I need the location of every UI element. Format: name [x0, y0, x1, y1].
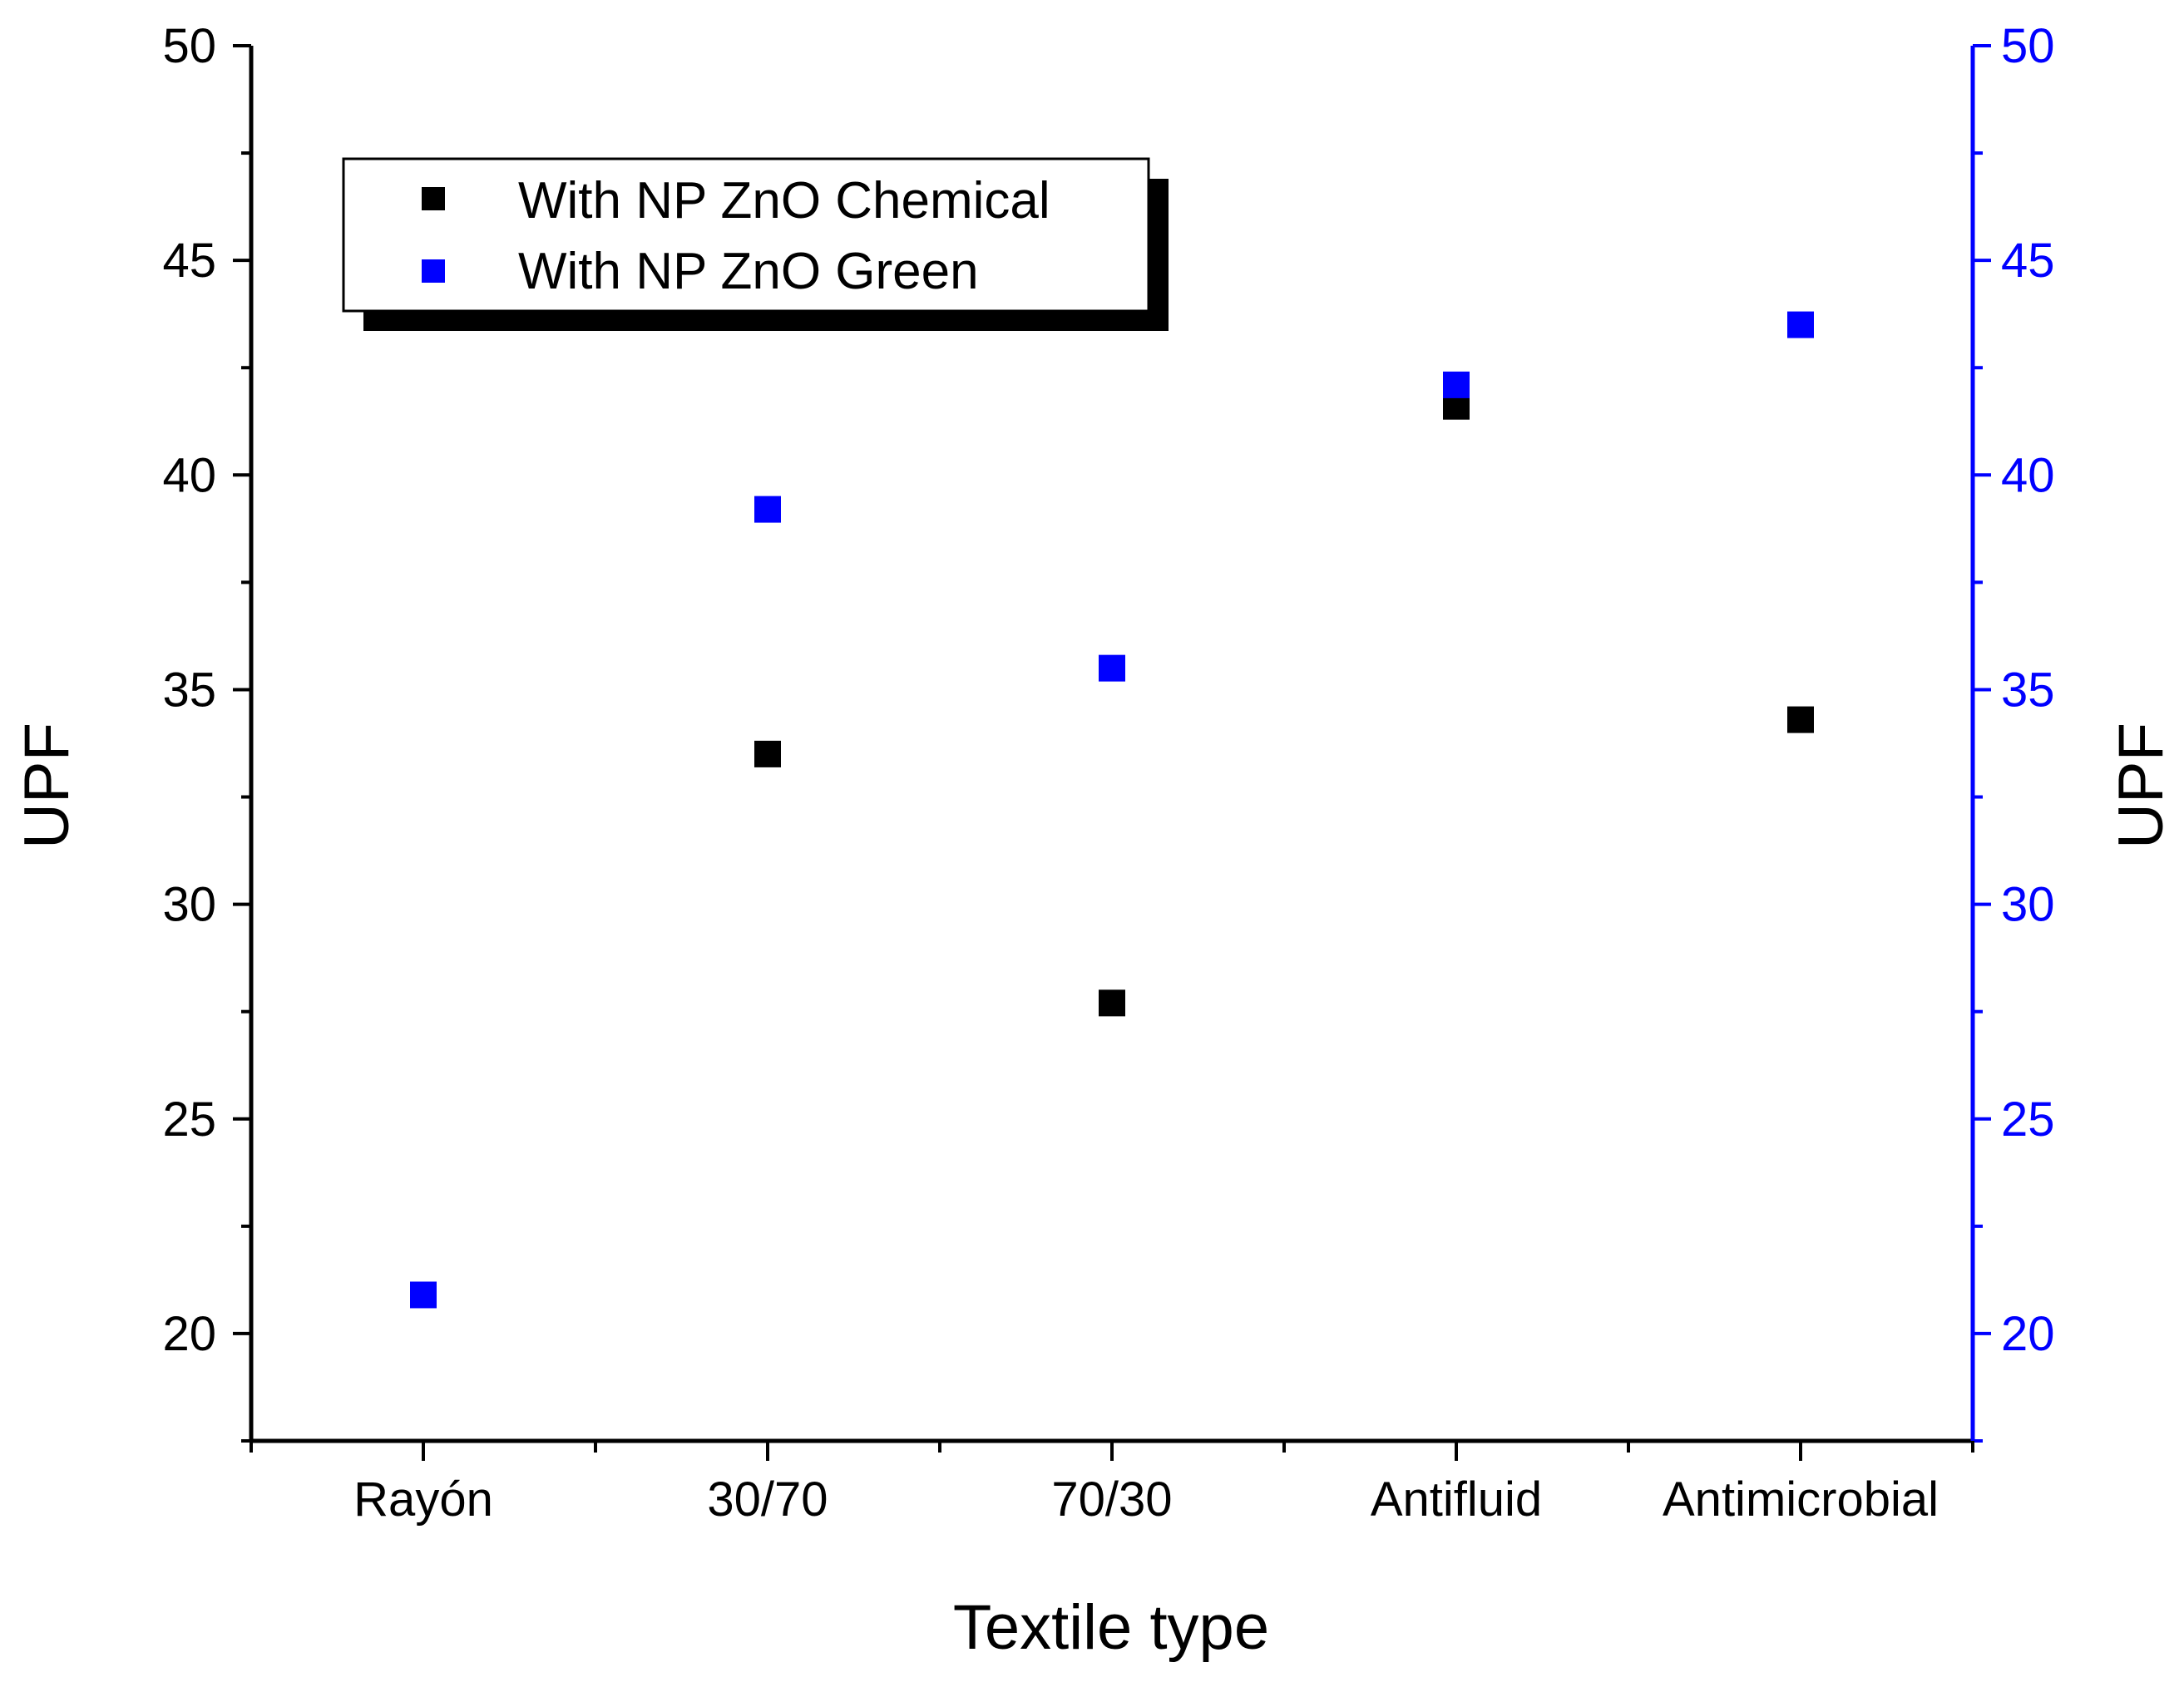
left-tick-label: 35 [162, 663, 216, 717]
data-point-series-0 [1099, 989, 1125, 1017]
data-point-series-1 [1099, 654, 1125, 682]
legend-label-chemical: With NP ZnO Chemical [518, 172, 1050, 229]
legend-label-green: With NP ZnO Green [518, 243, 979, 300]
x-axis-title: Textile type [953, 1592, 1269, 1663]
x-tick-label: Antimicrobial [1663, 1472, 1939, 1527]
legend: With NP ZnO Chemical With NP ZnO Green [342, 157, 1169, 331]
left-y-axis: 20 25 30 35 40 45 50 [162, 19, 251, 1443]
right-tick-label: 45 [2001, 234, 2055, 288]
data-point-series-1 [1443, 371, 1470, 398]
legend-marker-chemical [422, 187, 445, 210]
right-tick-label: 30 [2001, 878, 2055, 932]
x-tick-label: 30/70 [707, 1472, 828, 1527]
data-point-series-1 [1787, 311, 1814, 338]
left-tick-label: 20 [162, 1307, 216, 1361]
right-tick-label: 25 [2001, 1093, 2055, 1147]
left-tick-label: 30 [162, 878, 216, 932]
left-tick-label: 25 [162, 1093, 216, 1147]
right-y-axis: 20 25 30 35 40 45 50 [1973, 19, 2055, 1443]
data-point-series-1 [754, 496, 781, 523]
legend-box [342, 157, 1150, 313]
x-tick-label: Antifluid [1371, 1472, 1542, 1527]
left-tick-label: 45 [162, 234, 216, 288]
left-tick-label: 50 [162, 19, 216, 73]
left-tick-label: 40 [162, 448, 216, 502]
data-points [410, 311, 1814, 1309]
left-y-axis-title: UPF [12, 723, 82, 849]
right-tick-label: 50 [2001, 19, 2055, 73]
legend-marker-green [422, 259, 445, 283]
x-tick-label: Rayón [353, 1472, 493, 1527]
data-point-series-0 [754, 740, 781, 767]
right-y-axis-title: UPF [2106, 723, 2177, 849]
x-tick-label: 70/30 [1051, 1472, 1172, 1527]
right-tick-label: 20 [2001, 1307, 2055, 1361]
right-tick-label: 35 [2001, 663, 2055, 717]
right-tick-label: 40 [2001, 448, 2055, 502]
data-point-series-0 [1787, 706, 1814, 733]
x-axis: Rayón 30/70 70/30 Antifluid Antimicrobial [250, 1441, 1974, 1527]
data-point-series-1 [410, 1281, 437, 1309]
